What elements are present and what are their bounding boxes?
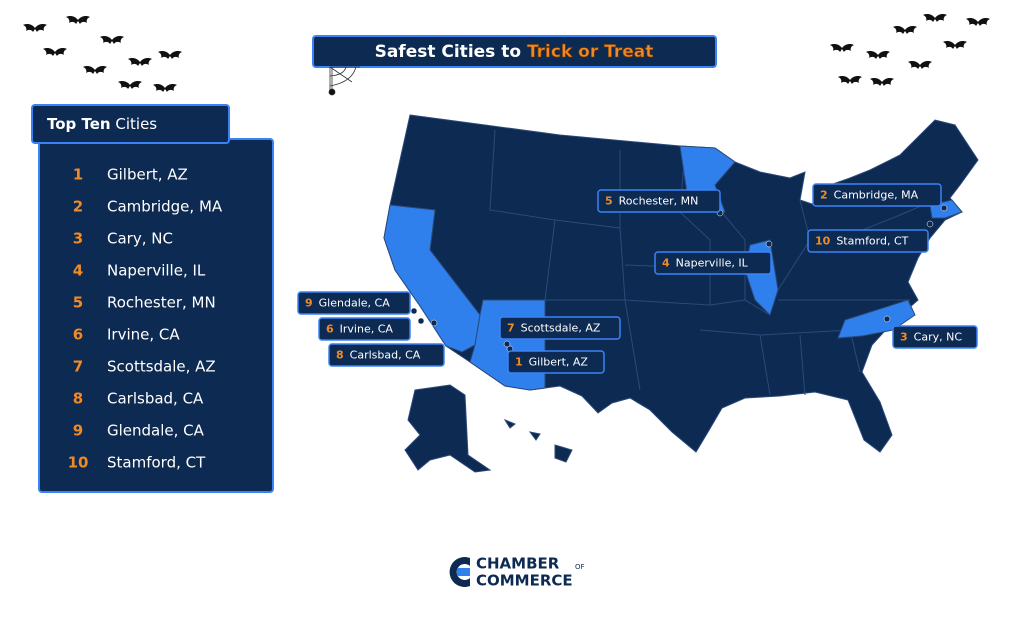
city-label: 3 Cary, NC	[900, 331, 962, 344]
title-banner: Safest Cities to Trick or Treat	[312, 35, 717, 68]
city-marker	[926, 220, 934, 228]
list-city: Rochester, MN	[107, 294, 216, 312]
contiguous-us	[383, 114, 979, 453]
list-items: 1 Gilbert, AZ 2 Cambridge, MA 3 Cary, NC 4 Nape…	[68, 166, 223, 472]
city-label: 7 Scottsdale, AZ	[507, 322, 601, 335]
list-city: Irvine, CA	[107, 326, 180, 344]
list-rank: 1	[73, 166, 83, 184]
city-label-rank: 6	[326, 323, 334, 336]
city-marker	[940, 204, 948, 212]
us-map: 1 Gilbert, AZ 2 Cambridge, MA 3 Cary, NC 4 Nape…	[297, 114, 979, 473]
city-label-name: Glendale, CA	[319, 297, 391, 310]
logo-line1: CHAMBER	[476, 555, 560, 573]
city-label-rank: 3	[900, 331, 908, 344]
list-rank: 2	[73, 198, 83, 216]
list-rank: 3	[73, 230, 83, 248]
list-rank: 4	[73, 262, 83, 280]
list-rank: 5	[73, 294, 83, 312]
list-heading: Top Ten Cities	[47, 115, 157, 133]
list-rank: 7	[73, 358, 83, 376]
list-rank: 6	[73, 326, 83, 344]
city-label: 1 Gilbert, AZ	[515, 356, 588, 369]
city-label-name: Cambridge, MA	[834, 189, 919, 202]
city-marker	[410, 307, 418, 315]
city-label: 8 Carlsbad, CA	[336, 349, 421, 362]
city-label-box	[597, 189, 721, 213]
city-marker	[503, 340, 511, 348]
spider-web	[328, 66, 360, 96]
list-heading-bold: Top Ten	[47, 115, 111, 133]
city-label-box	[892, 325, 978, 349]
city-label-box	[654, 251, 772, 275]
list-city: Naperville, IL	[107, 262, 206, 280]
city-marker	[417, 317, 425, 325]
city-label-name: Irvine, CA	[340, 323, 394, 336]
list-city: Glendale, CA	[107, 422, 205, 440]
city-label: 4 Naperville, IL	[662, 257, 749, 270]
title-highlight: Trick or Treat	[527, 42, 653, 62]
city-label: 2 Cambridge, MA	[820, 189, 919, 202]
logo-line2: COMMERCE	[476, 572, 573, 590]
city-label-box	[328, 343, 445, 367]
city-label: 10 Stamford, CT	[815, 235, 909, 248]
list-panel: Top Ten Cities 1 Gilbert, AZ 2 Cambridge, M…	[31, 104, 274, 493]
city-label-rank: 5	[605, 195, 613, 208]
city-label: 9 Glendale, CA	[305, 297, 390, 310]
title-prefix: Safest Cities to	[375, 42, 521, 62]
list-city: Cambridge, MA	[107, 198, 223, 216]
city-marker	[765, 240, 773, 248]
city-label-box	[297, 291, 411, 315]
city-label-box	[318, 317, 411, 341]
city-label: 5 Rochester, MN	[605, 195, 698, 208]
hawaii	[503, 418, 573, 463]
california	[383, 204, 481, 353]
city-label-rank: 7	[507, 322, 515, 335]
list-city: Gilbert, AZ	[107, 166, 188, 184]
city-marker	[430, 319, 438, 327]
city-label-name: Scottsdale, AZ	[521, 322, 601, 335]
list-city: Cary, NC	[107, 230, 173, 248]
list-heading-rest: Cities	[115, 115, 157, 133]
title: Safest Cities to Trick or Treat	[375, 42, 654, 62]
logo: CHAMBER OF COMMERCE	[449, 555, 585, 590]
city-label-rank: 9	[305, 297, 313, 310]
city-label-name: Naperville, IL	[676, 257, 749, 270]
city-label-box	[812, 183, 942, 207]
city-label: 6 Irvine, CA	[326, 323, 393, 336]
logo-of: OF	[575, 563, 585, 571]
list-rank: 9	[73, 422, 83, 440]
city-label-rank: 4	[662, 257, 670, 270]
city-label-box	[499, 316, 621, 340]
list-rank: 8	[73, 390, 83, 408]
map-labels: 1 Gilbert, AZ 2 Cambridge, MA 3 Cary, NC 4 Nape…	[297, 183, 978, 374]
alaska	[404, 384, 492, 473]
list-city: Scottsdale, AZ	[107, 358, 216, 376]
city-label-box	[807, 229, 929, 253]
city-label-rank: 2	[820, 189, 828, 202]
list-rank: 10	[68, 454, 89, 472]
city-label-name: Gilbert, AZ	[529, 356, 589, 369]
city-label-name: Stamford, CT	[836, 235, 908, 248]
city-label-rank: 10	[815, 235, 831, 248]
city-label-box	[507, 350, 605, 374]
list-city: Carlsbad, CA	[107, 390, 204, 408]
city-label-name: Cary, NC	[914, 331, 963, 344]
city-label-name: Carlsbad, CA	[350, 349, 421, 362]
city-label-rank: 8	[336, 349, 344, 362]
city-marker	[883, 315, 891, 323]
city-label-name: Rochester, MN	[619, 195, 699, 208]
city-label-rank: 1	[515, 356, 523, 369]
list-city: Stamford, CT	[107, 454, 206, 472]
